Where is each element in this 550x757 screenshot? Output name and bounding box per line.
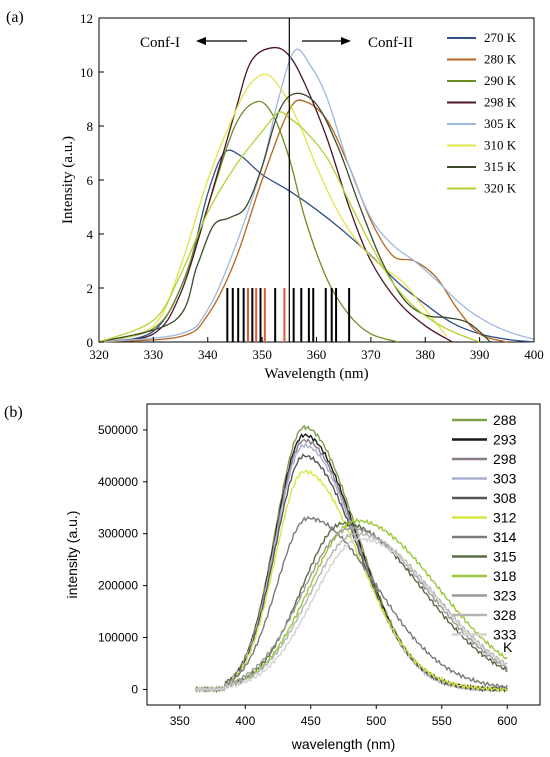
y-tick-label: 0 (87, 335, 94, 350)
series-line-305k (98, 48, 535, 343)
panel-a-legend: 270 K 280 K 290 K 298 K 305 K 310 K 315 K 320 K (447, 30, 517, 196)
y-tick-label: 10 (80, 65, 93, 80)
legend-label: 308 (493, 490, 517, 506)
legend-label: 312 (493, 510, 517, 526)
panel-b-label: (b) (4, 404, 23, 421)
x-tick-label: 600 (497, 714, 517, 728)
y-tick-label: 12 (80, 11, 93, 26)
x-tick-label: 340 (198, 347, 218, 362)
series-line-298k (98, 46, 453, 343)
x-tick-label: 370 (361, 347, 381, 362)
panel-a-y-axis-label: Intensity (a.u.) (60, 136, 76, 224)
x-tick-label: 550 (432, 714, 452, 728)
x-tick-label: 450 (301, 714, 321, 728)
legend-label: 314 (493, 529, 517, 545)
panel-b-x-ticks: 350 400 450 500 550 600 (170, 705, 518, 728)
legend-label: 290 K (484, 73, 517, 88)
y-tick-label: 100000 (98, 631, 138, 645)
series-line-270k (98, 149, 535, 343)
legend-label: 280 K (484, 52, 517, 67)
series-line-315k (98, 92, 491, 343)
x-tick-label: 330 (144, 347, 164, 362)
series-line-320k (98, 111, 480, 343)
x-tick-label: 400 (524, 347, 544, 362)
series-line-323 (194, 525, 508, 693)
y-tick-label: 2 (87, 281, 94, 296)
series-line-333 (194, 536, 508, 693)
x-tick-label: 380 (416, 347, 436, 362)
panel-b-frame (146, 403, 541, 706)
x-tick-label: 350 (170, 714, 190, 728)
conf-i-label: Conf-I (140, 35, 180, 51)
y-tick-label: 4 (87, 227, 94, 242)
y-tick-label: 6 (87, 173, 94, 188)
legend-label: 315 (493, 549, 517, 565)
legend-label: 298 (493, 451, 517, 467)
x-tick-label: 400 (235, 714, 255, 728)
y-tick-label: 300000 (98, 527, 138, 541)
series-line-315 (195, 521, 508, 693)
panel-a-stick-lines (226, 288, 351, 342)
legend-label: 270 K (484, 30, 517, 45)
series-line-312 (194, 469, 508, 693)
x-tick-label: 500 (366, 714, 386, 728)
panel-a-x-axis-label: Wavelength (nm) (264, 366, 368, 382)
legend-label: 318 (493, 568, 517, 584)
x-tick-label: 360 (307, 347, 327, 362)
series-line-310k (98, 73, 448, 343)
series-line-280k (98, 99, 507, 343)
conf-i-arrowhead (196, 37, 206, 45)
legend-label: 323 (493, 588, 517, 604)
legend-label: 315 K (484, 159, 517, 174)
panel-a-series (98, 46, 535, 343)
x-tick-label: 390 (470, 347, 490, 362)
conf-ii-arrowhead (341, 37, 351, 45)
conf-i-annotation: Conf-I (140, 35, 247, 51)
series-line-288 (194, 424, 508, 693)
conf-ii-annotation: Conf-II (302, 35, 413, 51)
y-tick-label: 400000 (98, 475, 138, 489)
x-tick-label: 320 (89, 347, 109, 362)
y-tick-label: 200000 (98, 579, 138, 593)
legend-label: 333 (493, 627, 517, 643)
legend-label: 298 K (484, 95, 517, 110)
panel-a: (a) 320 330 340 350 360 370 380 390 400 0 2 4 6 8 10 1… (6, 9, 544, 382)
y-tick-label: 500000 (98, 423, 138, 437)
legend-unit-label: K (503, 639, 513, 655)
panel-b-y-ticks: 0 100000 200000 300000 400000 500000 (98, 423, 147, 696)
legend-label: 293 (493, 432, 517, 448)
panel-b-series (194, 424, 508, 693)
y-tick-label: 0 (131, 682, 138, 696)
series-line-303 (194, 442, 508, 693)
series-line-308 (195, 453, 508, 693)
series-line-298 (195, 437, 508, 693)
panel-b: (b) 350 400 450 500 550 600 0 100000 200000 3000… (4, 403, 541, 752)
series-line-314 (194, 515, 508, 693)
legend-label: 305 K (484, 116, 517, 131)
y-tick-label: 8 (87, 119, 94, 134)
panel-b-x-axis-label: wavelength (nm) (291, 736, 396, 752)
panel-a-y-ticks: 0 2 4 6 8 10 12 (80, 11, 104, 350)
panel-a-label: (a) (6, 9, 24, 26)
legend-label: 303 (493, 471, 517, 487)
x-tick-label: 350 (252, 347, 272, 362)
legend-label: 310 K (484, 138, 517, 153)
legend-label: 320 K (484, 181, 517, 196)
panel-b-y-axis-label: intensity (a.u.) (64, 511, 80, 599)
panel-a-frame (98, 17, 535, 343)
panel-a-x-ticks: 320 330 340 350 360 370 380 390 400 (89, 337, 544, 362)
conf-ii-label: Conf-II (368, 35, 413, 51)
legend-label: 288 (493, 412, 517, 428)
series-line-293 (195, 433, 508, 693)
legend-label: 328 (493, 607, 517, 623)
